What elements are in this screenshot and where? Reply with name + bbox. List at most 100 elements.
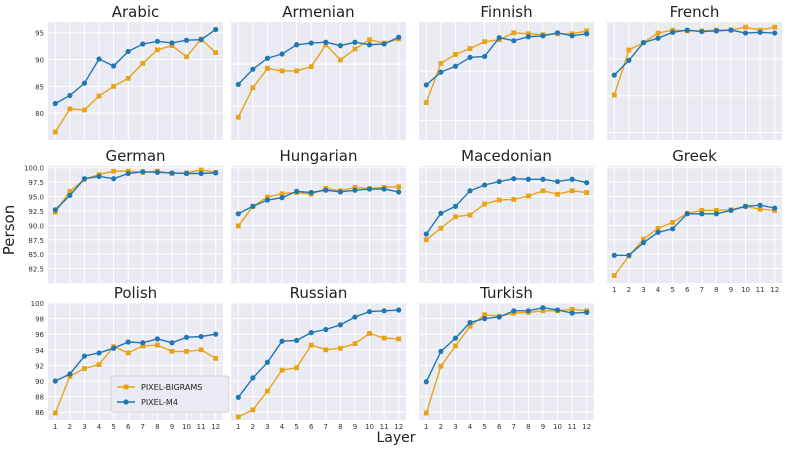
data-point-square: [265, 388, 270, 394]
data-point-square: [111, 168, 117, 174]
data-point-square: [265, 194, 270, 200]
data-point-circle: [396, 34, 402, 40]
x-tick-label: 4: [97, 423, 102, 431]
x-tick-label: 10: [741, 286, 750, 294]
data-point-square: [482, 201, 488, 207]
x-tick-label: 5: [294, 423, 298, 431]
panel-title: German: [105, 147, 165, 165]
data-point-circle: [423, 82, 429, 88]
data-point-square: [279, 68, 285, 74]
x-tick-label: 7: [324, 423, 328, 431]
data-point-square: [169, 348, 175, 354]
data-point-square: [140, 60, 146, 66]
x-tick-label: 6: [685, 286, 690, 294]
data-point-square: [250, 407, 256, 413]
x-tick-label: 1: [236, 423, 240, 431]
data-point-square: [655, 30, 661, 36]
data-point-circle: [183, 37, 190, 43]
data-point-square: [540, 308, 546, 314]
y-tick-label: 95: [35, 30, 44, 38]
data-point-circle: [154, 38, 160, 44]
x-tick-label: 4: [656, 286, 661, 294]
data-point-circle: [423, 231, 429, 237]
y-tick-label: 92: [35, 362, 44, 370]
data-point-circle: [52, 207, 58, 213]
data-point-square: [265, 65, 270, 71]
plot-background: [48, 22, 223, 140]
data-point-circle: [511, 308, 517, 314]
x-tick-label: 9: [170, 423, 174, 431]
data-point-square: [235, 114, 241, 120]
data-point-circle: [154, 169, 160, 175]
data-point-square: [525, 193, 531, 199]
data-point-circle: [713, 211, 719, 217]
data-point-circle: [235, 394, 241, 400]
x-tick-label: 6: [497, 423, 502, 431]
panel-title: Armenian: [282, 3, 354, 21]
data-point-square: [396, 336, 402, 342]
data-point-square: [525, 31, 531, 37]
data-point-square: [140, 343, 146, 349]
data-point-circle: [525, 308, 531, 314]
data-point-circle: [757, 202, 763, 208]
data-point-circle: [169, 170, 175, 176]
data-point-square: [198, 347, 204, 353]
data-point-square: [655, 225, 661, 231]
data-point-circle: [125, 48, 131, 55]
data-point-circle: [111, 176, 117, 182]
data-point-circle: [713, 28, 719, 34]
data-point-circle: [294, 42, 300, 48]
data-point-circle: [264, 55, 271, 61]
data-point-circle: [467, 319, 473, 326]
data-point-square: [626, 47, 632, 53]
data-point-circle: [337, 43, 343, 49]
x-tick-label: 3: [453, 423, 457, 431]
panel-title: Arabic: [112, 3, 160, 21]
data-point-circle: [111, 345, 117, 351]
panel-french: French: [607, 3, 782, 140]
data-point-square: [453, 52, 458, 57]
data-point-circle: [96, 56, 102, 62]
x-tick-label: 6: [309, 423, 314, 431]
y-tick-label: 92.5: [28, 208, 44, 216]
data-point-square: [423, 237, 429, 243]
data-point-square: [125, 75, 131, 81]
x-tick-label: 9: [541, 423, 545, 431]
data-point-circle: [482, 316, 488, 322]
data-point-circle: [569, 176, 575, 182]
data-point-square: [467, 46, 473, 51]
data-point-square: [757, 206, 763, 212]
y-tick-label: 97.5: [28, 179, 44, 187]
data-point-square: [82, 366, 87, 371]
data-point-circle: [640, 40, 647, 46]
data-point-circle: [198, 333, 204, 340]
data-point-circle: [279, 338, 285, 344]
plot-background: [48, 166, 223, 283]
data-point-square: [423, 410, 429, 416]
x-tick-label: 6: [126, 423, 131, 431]
data-point-square: [169, 43, 175, 48]
data-point-circle: [381, 308, 387, 314]
x-tick-label: 12: [582, 423, 591, 431]
data-point-circle: [757, 29, 763, 35]
x-tick-label: 2: [439, 423, 443, 431]
data-point-circle: [611, 252, 617, 258]
data-point-square: [511, 30, 517, 36]
data-point-circle: [183, 170, 190, 177]
legend: PIXEL-BIGRAMS PIXEL-M4: [110, 375, 230, 413]
data-point-square: [184, 54, 189, 60]
legend-label: PIXEL-M4: [141, 398, 178, 407]
data-point-square: [250, 85, 256, 91]
data-point-square: [772, 24, 778, 30]
data-point-square: [396, 184, 402, 190]
panel-title: Macedonian: [461, 147, 552, 165]
data-point-square: [279, 191, 285, 197]
data-point-circle: [294, 188, 300, 194]
data-point-circle: [655, 35, 661, 41]
data-point-square: [82, 107, 87, 113]
data-point-circle: [742, 203, 749, 209]
data-point-circle: [366, 308, 373, 315]
y-tick-label: 100: [31, 300, 44, 308]
data-point-square: [743, 24, 748, 30]
